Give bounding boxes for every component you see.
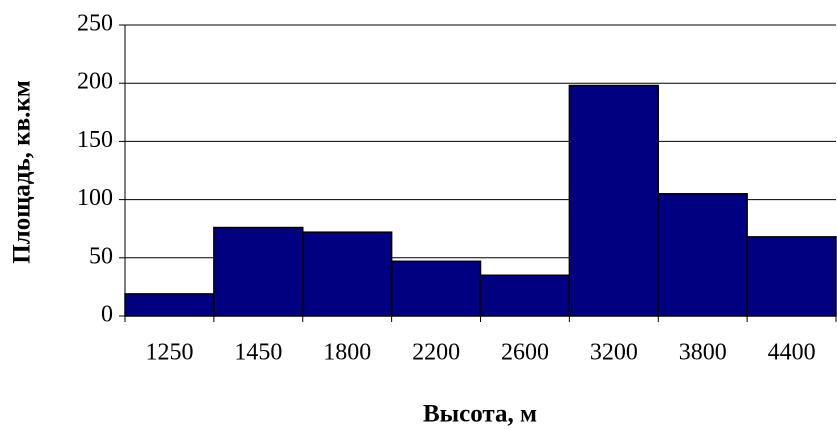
x-tick-label: 1800 <box>323 340 371 366</box>
x-tick-label: 1450 <box>234 340 282 366</box>
bar <box>657 193 748 317</box>
bar <box>302 231 393 317</box>
x-tick-label: 2200 <box>412 340 460 366</box>
y-axis-title: Площадь, кв.км <box>9 80 36 264</box>
bar <box>568 84 659 317</box>
y-tick-label: 150 <box>77 127 113 153</box>
x-tick-label: 4400 <box>768 340 816 366</box>
bar <box>746 236 837 317</box>
y-tick-label: 250 <box>77 11 113 37</box>
y-tick-label: 50 <box>89 243 113 269</box>
bar <box>479 274 571 317</box>
bar <box>124 293 215 317</box>
y-tick-label: 0 <box>101 302 113 328</box>
bar <box>390 260 482 317</box>
x-tick-label: 3200 <box>590 340 638 366</box>
x-axis-title: Высота, м <box>423 401 537 428</box>
y-tick-label: 200 <box>77 69 113 95</box>
y-tick-label: 100 <box>77 185 113 211</box>
x-tick-label: 2600 <box>501 340 549 366</box>
bar <box>213 226 304 317</box>
x-tick-label: 3800 <box>679 340 727 366</box>
x-tick-label: 1250 <box>145 340 193 366</box>
